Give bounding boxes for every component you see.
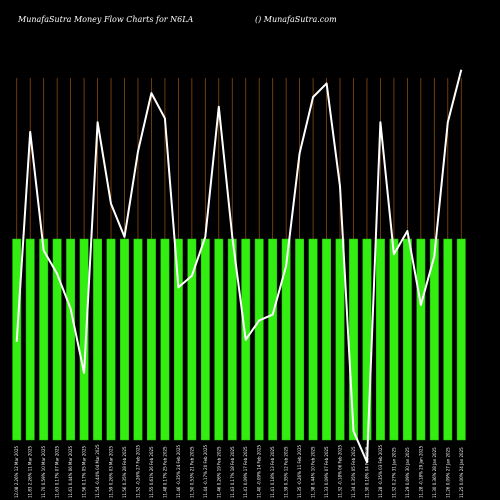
x-tick-label: 11.28 -0.18% 29 Jan 2025 — [418, 445, 423, 498]
x-tick-label: 11.56 0.35% 28 Feb 2025 — [122, 446, 127, 498]
x-tick-label: 11.30 0.18% 04 Feb 2025 — [364, 446, 369, 498]
x-tick-label: 11.25 0.00% 24 Jan 2025 — [459, 447, 464, 498]
x-tick-label: 11.39 0.35% 12 Feb 2025 — [284, 446, 289, 498]
x-tick-label: 11.56 0.17% 05 Mar 2025 — [82, 445, 87, 498]
bar — [39, 238, 49, 441]
bar — [402, 238, 412, 441]
x-tick-label: 11.35 -0.26% 11 Feb 2025 — [297, 445, 302, 498]
bar — [79, 238, 89, 441]
bar — [200, 238, 210, 441]
x-tick-label: 11.59 0.26% 03 Mar 2025 — [109, 445, 114, 498]
bar — [254, 238, 264, 441]
x-tick-label: 11.32 -0.18% 06 Feb 2025 — [338, 445, 343, 498]
x-tick-label: 11.32 0.27% 31 Jan 2025 — [391, 447, 396, 498]
bar — [66, 238, 76, 441]
bar — [308, 238, 318, 441]
bar-series — [12, 238, 466, 441]
bar — [106, 238, 116, 441]
bar — [335, 238, 345, 441]
x-tick-label: 11.41 0.09% 17 Feb 2025 — [243, 446, 248, 498]
x-tick-label: 12.08 2.26% 12 Mar 2025 — [14, 445, 19, 498]
bar — [389, 238, 399, 441]
x-tick-label: 11.26 0.09% 27 Jan 2025 — [445, 447, 450, 498]
x-tick-label: 11.48 0.17% 25 Feb 2025 — [162, 446, 167, 498]
bar — [322, 238, 331, 441]
bar — [349, 238, 358, 441]
bar — [187, 238, 197, 441]
money-flow-line — [15, 69, 463, 464]
x-tick-label: 11.30 0.36% 28 Jan 2025 — [432, 447, 437, 498]
x-tick-label: 11.44 -0.17% 20 Feb 2025 — [203, 445, 208, 498]
bar — [443, 238, 453, 441]
chart-title: MunafaSutra Money Flow Charts for N6LA — [17, 15, 194, 24]
x-tick-label: 11.46 -0.35% 24 Feb 2025 — [176, 445, 181, 498]
bar — [160, 238, 170, 441]
x-tick-label: 11.55 0.61% 26 Feb 2025 — [149, 446, 154, 498]
x-tick-label: 11.38 0.44% 10 Feb 2025 — [311, 446, 316, 498]
x-tick-label: 11.50 0.53% 21 Feb 2025 — [189, 446, 194, 498]
bar — [133, 238, 143, 441]
x-tick-label: 11.70 0.59% 10 Mar 2025 — [41, 445, 46, 498]
line-series — [15, 69, 463, 464]
bar — [25, 238, 35, 441]
x-tick-label: 11.29 0.09% 30 Jan 2025 — [405, 447, 410, 498]
bar — [214, 238, 224, 441]
x-tick-label: 11.63 0.17% 07 Mar 2025 — [55, 445, 60, 498]
x-tick-label: 11.83 2.26% 11 Mar 2025 — [28, 445, 33, 498]
bar — [173, 238, 183, 441]
bar — [429, 238, 439, 441]
x-tick-label: 11.28 -0.35% 03 Feb 2025 — [378, 445, 383, 498]
bar — [268, 238, 278, 441]
x-tick-labels: 12.08 2.26% 12 Mar 2025 11.83 2.26% 11 Ma… — [14, 444, 464, 498]
x-tick-label: 11.46 0.26% 19 Feb 2025 — [216, 446, 221, 498]
x-tick-label: 11.54 -0.44% 04 Mar 2025 — [95, 444, 100, 498]
x-tick-label: 11.61 0.44% 06 Mar 2025 — [68, 445, 73, 498]
x-tick-label: 11.34 0.35% 05 Feb 2025 — [351, 446, 356, 498]
bar — [120, 238, 129, 441]
bar — [295, 238, 305, 441]
bar — [416, 238, 426, 441]
x-tick-label: 11.40 -0.09% 14 Feb 2025 — [257, 445, 262, 498]
bar — [93, 238, 102, 441]
bar — [456, 238, 466, 441]
x-tick-label: 11.43 0.17% 18 Feb 2025 — [230, 446, 235, 498]
bar — [52, 238, 62, 441]
x-tick-label: 11.52 -0.26% 27 Feb 2025 — [135, 445, 140, 498]
bar — [281, 238, 291, 441]
bar — [147, 238, 156, 441]
bar — [227, 238, 237, 441]
x-tick-label: 11.33 0.09% 07 Feb 2025 — [324, 446, 329, 498]
bar — [376, 238, 385, 441]
site-credit: () MunafaSutra.com — [255, 15, 337, 24]
x-tick-label: 11.41 0.18% 13 Feb 2025 — [270, 446, 275, 498]
